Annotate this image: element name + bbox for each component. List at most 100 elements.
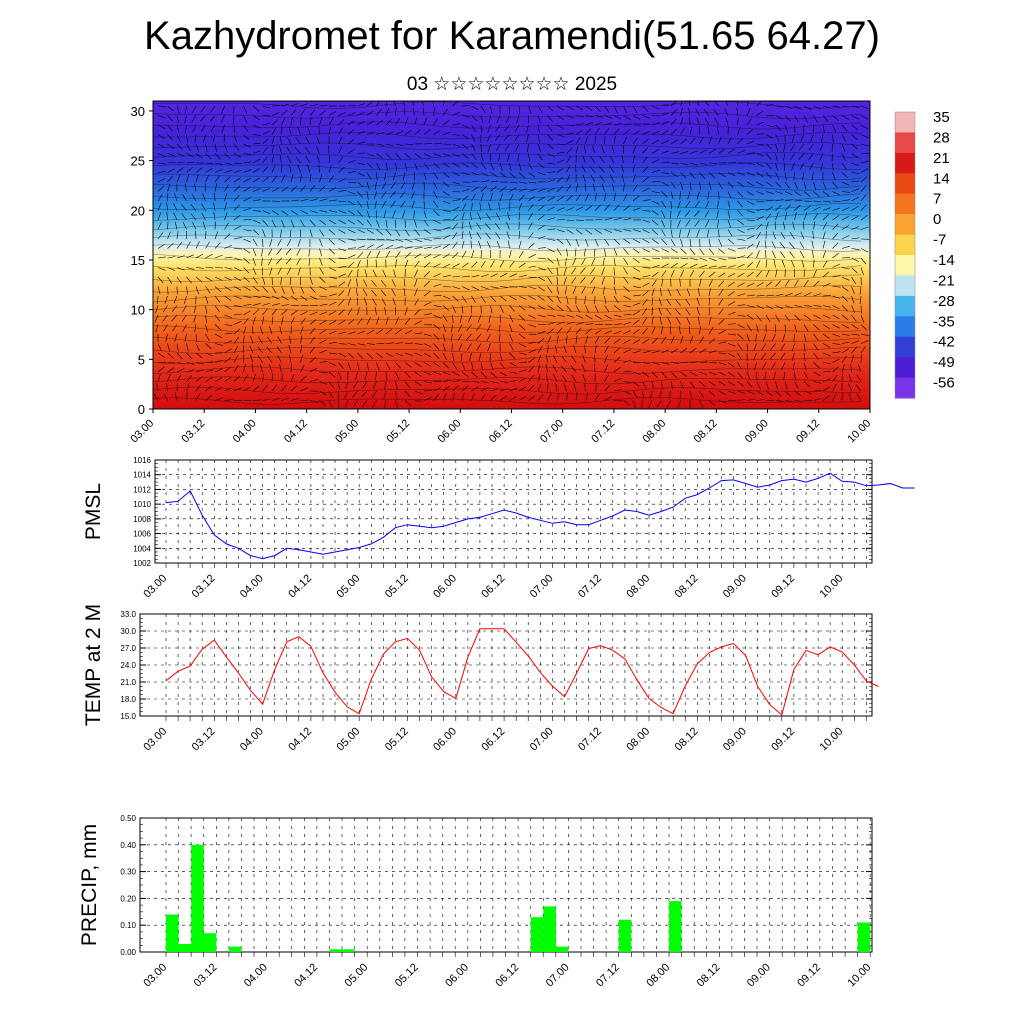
wind-barb	[347, 104, 357, 107]
wind-barb	[575, 335, 578, 344]
chart-subtitle: 03 ☆☆☆☆☆☆☆☆ 2025	[406, 74, 618, 95]
wind-barb	[680, 107, 683, 116]
wind-barb	[794, 390, 802, 396]
wind-barb	[613, 330, 622, 335]
wind-barb	[689, 263, 698, 268]
wind-barb	[832, 358, 840, 363]
wind-barb	[563, 383, 567, 392]
wind-barb	[366, 172, 372, 180]
wind-barb	[799, 241, 805, 249]
wind-barb	[433, 254, 441, 259]
wind-barb	[547, 344, 549, 354]
wind-barb	[860, 168, 869, 173]
wind-barb	[765, 249, 767, 259]
wind-barb	[268, 248, 273, 256]
wind-barb	[243, 318, 249, 325]
wind-barb	[670, 371, 677, 378]
wind-barb	[233, 276, 242, 282]
wind-barb	[319, 105, 328, 107]
wind-barb	[708, 162, 718, 164]
x-tick-label: 04.12	[286, 572, 314, 600]
wind-barb	[461, 275, 470, 278]
wind-barb	[486, 333, 491, 342]
wind-barb	[200, 105, 206, 113]
wind-barb	[252, 257, 256, 266]
wind-barb	[851, 354, 854, 363]
wind-barb	[176, 105, 180, 114]
wind-barb	[727, 181, 734, 189]
wind-barb	[775, 153, 778, 162]
wind-barb	[661, 238, 668, 246]
wind-barb	[789, 232, 795, 240]
wind-barb	[518, 343, 527, 348]
wind-barb	[589, 166, 596, 173]
wind-barb	[661, 248, 669, 253]
wind-barb	[737, 272, 745, 278]
wind-barb	[391, 279, 396, 287]
wind-barb	[214, 153, 221, 160]
wind-barb	[632, 238, 641, 244]
wind-barb	[414, 278, 418, 287]
wind-barb	[858, 364, 862, 373]
wind-barb	[841, 276, 850, 281]
wind-barb	[395, 316, 399, 325]
wind-barb	[487, 124, 491, 133]
wind-barb	[319, 349, 328, 354]
wind-barb	[471, 180, 480, 183]
wind-barb	[632, 105, 638, 114]
wind-barb	[570, 365, 577, 373]
wind-barb	[403, 278, 406, 287]
wind-barb	[371, 289, 377, 297]
wind-barb	[243, 335, 245, 344]
wind-barb	[461, 262, 469, 268]
wind-barb	[390, 181, 396, 189]
wind-barb	[281, 126, 283, 135]
wind-barb	[668, 390, 672, 399]
wind-barb	[575, 206, 584, 211]
wind-barb	[309, 327, 316, 335]
wind-barb	[566, 147, 573, 154]
wind-barb	[404, 381, 411, 388]
wind-barb	[477, 314, 482, 323]
wind-barb	[594, 105, 601, 112]
wind-barb	[271, 187, 280, 192]
wind-barb	[775, 172, 780, 180]
wind-barb	[184, 105, 187, 114]
wind-barb	[819, 143, 824, 152]
wind-barb	[670, 348, 679, 354]
wind-barb	[755, 333, 757, 342]
wind-barb	[556, 167, 564, 173]
wind-barb	[775, 390, 782, 397]
wind-barb	[504, 124, 510, 132]
y-tick-label: 20	[131, 203, 145, 218]
x-tick-label: 09.00	[745, 961, 773, 989]
wind-barb	[279, 326, 282, 335]
wind-barb	[841, 134, 846, 142]
wind-barb	[756, 305, 764, 309]
wind-barb	[485, 213, 491, 221]
wind-barb	[699, 400, 704, 408]
wind-barb	[528, 384, 535, 392]
wind-barb	[851, 248, 860, 250]
wind-barb	[205, 395, 212, 401]
wind-barb	[851, 314, 857, 322]
wind-barb	[537, 225, 545, 230]
wind-barb	[571, 276, 577, 284]
wind-barb	[423, 181, 425, 191]
wind-barb	[357, 238, 366, 240]
wind-barb	[395, 352, 404, 357]
wind-barb	[296, 248, 301, 256]
wind-barb	[813, 333, 819, 341]
wind-barb	[651, 229, 659, 236]
wind-barb	[590, 175, 596, 183]
wind-barb	[461, 251, 467, 259]
wind-barb	[376, 238, 385, 241]
wind-barb	[813, 181, 816, 190]
wind-barb	[746, 305, 755, 308]
wind-barb	[575, 123, 584, 126]
wind-barb	[252, 229, 260, 236]
wind-barb	[528, 286, 537, 290]
wind-barb	[822, 271, 830, 278]
wind-barb	[585, 115, 594, 118]
wind-barb	[784, 279, 790, 287]
